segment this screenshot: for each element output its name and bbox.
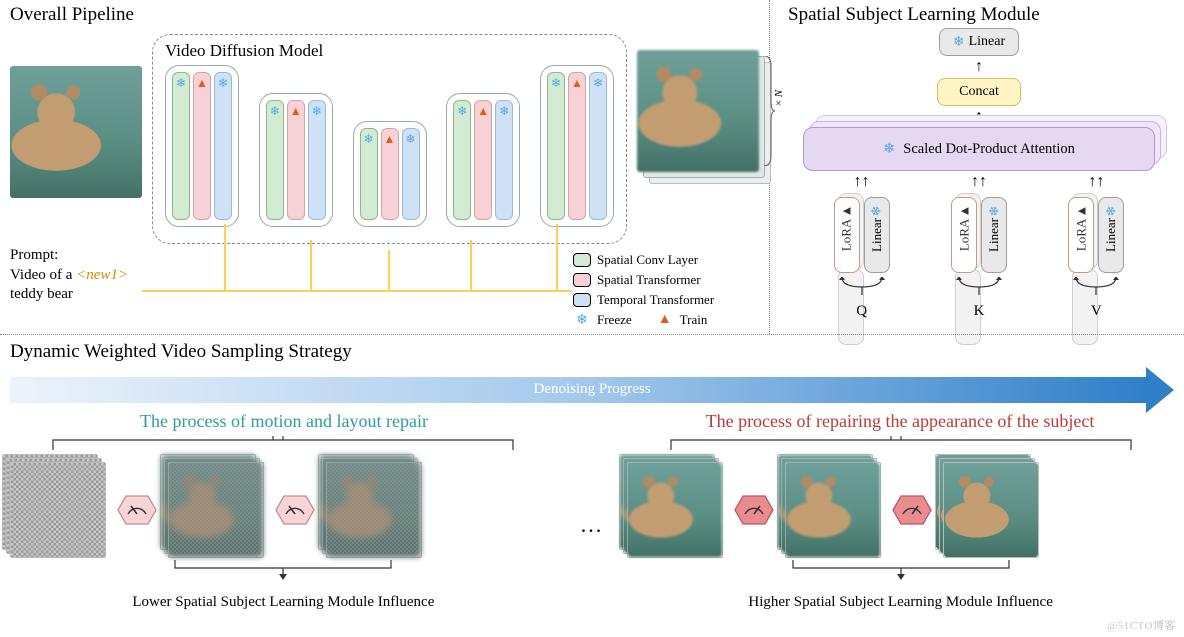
partial-frame xyxy=(785,462,881,558)
noise-frame xyxy=(10,462,106,558)
phase1-label: The process of motion and layout repair xyxy=(10,411,558,432)
sconv-bar: ❄ xyxy=(360,128,378,220)
output-video-frames: × × NN xyxy=(637,50,759,172)
strans-bar: ▲ xyxy=(193,72,211,220)
concat-block: Concat xyxy=(937,78,1021,106)
strans-bar: ▲ xyxy=(381,128,399,220)
diffusion-box-title: Video Diffusion Model xyxy=(165,41,614,61)
strans-bar: ▲ xyxy=(474,100,492,220)
gauge-low-icon xyxy=(274,492,316,528)
split-arrows-icon xyxy=(822,277,902,295)
strans-bar: ▲ xyxy=(287,100,305,220)
noisy-frame xyxy=(168,462,264,558)
ttrans-bar: ❄ xyxy=(589,72,607,220)
phase2-label: The process of repairing the appearance … xyxy=(626,411,1174,432)
freeze-icon: ❄ xyxy=(883,141,895,158)
linear-top-block: ❄Linear xyxy=(939,28,1019,56)
lora-block: ▲LoRA xyxy=(834,197,860,273)
sampling-strategy-panel: Dynamic Weighted Video Sampling Strategy… xyxy=(0,335,1184,615)
watermark: @51CTO博客 xyxy=(1107,617,1176,633)
prompt-connector xyxy=(142,290,572,292)
caption-low: Lower Spatial Subject Learning Module In… xyxy=(10,594,557,611)
linear-block: ❄Linear xyxy=(864,197,890,273)
qkv-k: ▲LoRA❄LinearK xyxy=(929,197,1029,320)
ttrans-bar: ❄ xyxy=(495,100,513,220)
freeze-icon: ❄ xyxy=(953,34,965,51)
gauge-high-icon xyxy=(891,492,933,528)
lora-block: ▲LoRA xyxy=(951,197,977,273)
sconv-bar: ❄ xyxy=(453,100,471,220)
prompt-token: <new1> xyxy=(76,267,128,283)
low-influence-group: Lower Spatial Subject Learning Module In… xyxy=(10,438,557,611)
sconv-bar: ❄ xyxy=(266,100,284,220)
legend: Spatial Conv Layer Spatial Transformer T… xyxy=(573,250,763,330)
sampling-title: Dynamic Weighted Video Sampling Strategy xyxy=(10,341,1174,363)
qkv-v: ▲LoRA❄LinearV xyxy=(1046,197,1146,320)
prompt-text: Prompt: Video of a <new1> teddy bear xyxy=(10,246,128,305)
partial-frame xyxy=(627,462,723,558)
linear-block: ❄Linear xyxy=(1098,197,1124,273)
ssl-module-panel: Spatial Subject Learning Module ❄Linear … xyxy=(770,0,1184,334)
video-diffusion-model-box: Video Diffusion Model ❄▲❄❄▲❄❄▲❄❄▲❄❄▲❄ xyxy=(152,34,627,244)
ssl-title: Spatial Subject Learning Module xyxy=(788,4,1174,26)
freeze-icon: ❄ xyxy=(573,312,591,329)
ttrans-bar: ❄ xyxy=(402,128,420,220)
split-arrows-icon xyxy=(939,277,1019,295)
clean-frame xyxy=(943,462,1039,558)
bracket-down-icon xyxy=(123,560,443,580)
qkv-q: ▲LoRA❄LinearQ xyxy=(812,197,912,320)
attention-block: ❄Scaled Dot-Product Attention xyxy=(803,127,1155,171)
split-arrows-icon xyxy=(1056,277,1136,295)
unet-block: ❄▲❄ xyxy=(259,93,333,227)
denoising-progress-bar: Denoising Progress xyxy=(10,367,1174,409)
overall-pipeline-panel: Overall Pipeline Video Diffusion Model ❄… xyxy=(0,0,770,334)
lora-block: ▲LoRA xyxy=(1068,197,1094,273)
unet-block: ❄▲❄ xyxy=(165,65,239,227)
gauge-high-icon xyxy=(733,492,775,528)
bracket-down-icon xyxy=(741,560,1061,580)
unet-block: ❄▲❄ xyxy=(353,121,427,227)
sconv-bar: ❄ xyxy=(547,72,565,220)
sconv-bar: ❄ xyxy=(172,72,190,220)
ttrans-bar: ❄ xyxy=(308,100,326,220)
unet-block: ❄▲❄ xyxy=(446,93,520,227)
input-reference-image xyxy=(10,66,142,198)
ttrans-bar: ❄ xyxy=(214,72,232,220)
caption-high: Higher Spatial Subject Learning Module I… xyxy=(627,594,1174,611)
pipeline-title: Overall Pipeline xyxy=(10,4,759,26)
noisy-frame xyxy=(326,462,422,558)
high-influence-group: Higher Spatial Subject Learning Module I… xyxy=(627,438,1174,611)
strans-bar: ▲ xyxy=(568,72,586,220)
linear-block: ❄Linear xyxy=(981,197,1007,273)
gauge-low-icon xyxy=(116,492,158,528)
unet-block: ❄▲❄ xyxy=(540,65,614,227)
train-icon: ▲ xyxy=(656,312,674,328)
ellipsis: ... xyxy=(581,512,604,538)
